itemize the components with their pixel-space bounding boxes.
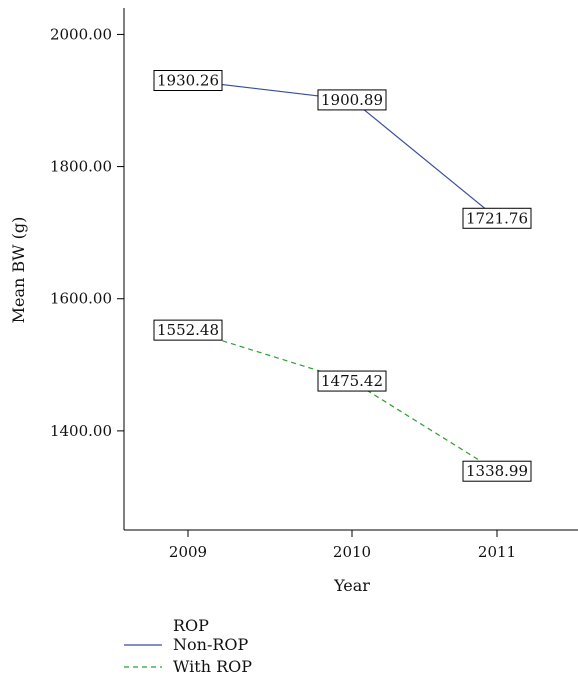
data-label-text: 1721.76 (466, 209, 528, 227)
legend-title: ROP (173, 616, 209, 635)
data-label-box (153, 319, 223, 341)
data-label: 1475.42 (317, 370, 387, 392)
series-layer (187, 79, 498, 472)
legend-label-with-rop: With ROP (173, 657, 252, 676)
x-tick-label: 2010 (333, 543, 371, 561)
data-label: 1552.48 (153, 319, 223, 341)
data-label-text: 1475.42 (321, 372, 383, 390)
y-tick-label: 1400.00 (50, 422, 112, 440)
series-line-with-rop (187, 329, 498, 472)
data-label: 1930.26 (153, 70, 223, 92)
x-tick-label: 2011 (478, 543, 516, 561)
data-label-layer: 1930.26 1900.89 1721.76 1552.48 1475.42 1338.… (153, 70, 532, 482)
x-axis-title: Year (333, 576, 370, 595)
data-label-box (153, 70, 223, 92)
data-label-box (462, 207, 532, 229)
data-label: 1721.76 (462, 207, 532, 229)
y-tick-label: 1800.00 (50, 158, 112, 176)
axes: 1400.00 1600.00 1800.00 2000.00 2009 2010 2011 (50, 8, 578, 561)
legend-label-non-rop: Non-ROP (173, 635, 249, 654)
y-tick-label: 2000.00 (50, 25, 112, 43)
data-label-text: 1338.99 (466, 462, 528, 480)
data-label-text: 1900.89 (321, 91, 383, 109)
y-axis-title: Mean BW (g) (9, 217, 28, 324)
data-label-box (317, 370, 387, 392)
y-tick-label: 1600.00 (50, 290, 112, 308)
legend: ROP Non-ROP With ROP (124, 616, 252, 676)
data-label-text: 1930.26 (157, 72, 219, 90)
data-label: 1900.89 (317, 89, 387, 111)
data-label-box (462, 460, 532, 482)
data-label-box (317, 89, 387, 111)
data-label: 1338.99 (462, 460, 532, 482)
data-label-text: 1552.48 (157, 321, 219, 339)
x-tick-label: 2009 (169, 543, 207, 561)
